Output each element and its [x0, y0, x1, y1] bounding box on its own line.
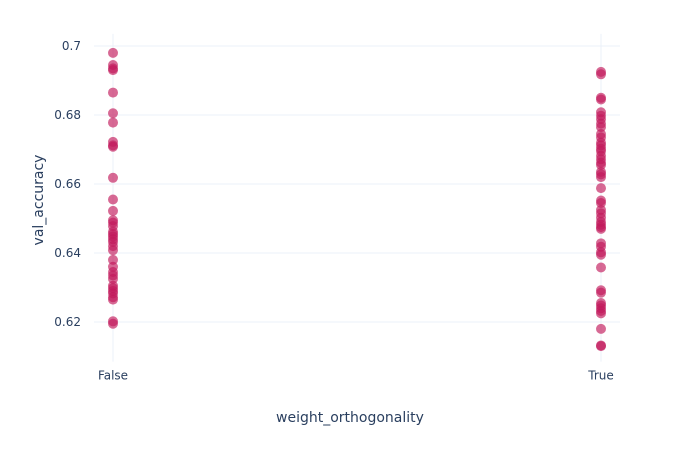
x-tick-label: True — [587, 369, 614, 383]
data-point[interactable] — [108, 245, 118, 256]
data-point[interactable] — [108, 194, 118, 205]
data-point[interactable] — [596, 69, 606, 80]
data-point[interactable] — [108, 294, 118, 305]
data-point[interactable] — [108, 117, 118, 128]
data-point[interactable] — [596, 223, 606, 234]
y-tick-label: 0.64 — [54, 246, 81, 260]
data-point[interactable] — [596, 308, 606, 319]
y-tick-label: 0.68 — [54, 108, 81, 122]
data-point[interactable] — [596, 262, 606, 273]
y-tick-label: 0.62 — [54, 315, 81, 329]
y-tick-label: 0.66 — [54, 177, 81, 191]
data-point[interactable] — [108, 205, 118, 216]
data-point[interactable] — [596, 287, 606, 298]
data-point[interactable] — [108, 172, 118, 183]
data-point[interactable] — [108, 47, 118, 58]
data-point[interactable] — [108, 141, 118, 152]
data-point[interactable] — [596, 197, 606, 208]
data-point[interactable] — [108, 65, 118, 76]
data-point[interactable] — [108, 87, 118, 98]
x-axis-title: weight_orthogonality — [276, 410, 424, 426]
data-point[interactable] — [108, 273, 118, 284]
data-point[interactable] — [596, 323, 606, 334]
data-point[interactable] — [108, 108, 118, 119]
y-tick-label: 0.7 — [62, 39, 81, 53]
data-point[interactable] — [596, 183, 606, 194]
data-point[interactable] — [596, 172, 606, 183]
tick-label-layer: 0.62 0.64 0.66 0.68 0.7 False True — [54, 39, 613, 383]
data-point[interactable] — [108, 254, 118, 265]
grid-layer — [94, 33, 620, 362]
data-point[interactable] — [596, 94, 606, 105]
data-point[interactable] — [108, 318, 118, 329]
x-tick-label: False — [98, 369, 128, 383]
y-axis-title: val_accuracy — [31, 155, 47, 246]
data-point[interactable] — [596, 122, 606, 133]
point-layer — [108, 47, 606, 352]
data-point[interactable] — [596, 160, 606, 171]
data-point[interactable] — [596, 341, 606, 352]
data-point[interactable] — [596, 249, 606, 260]
